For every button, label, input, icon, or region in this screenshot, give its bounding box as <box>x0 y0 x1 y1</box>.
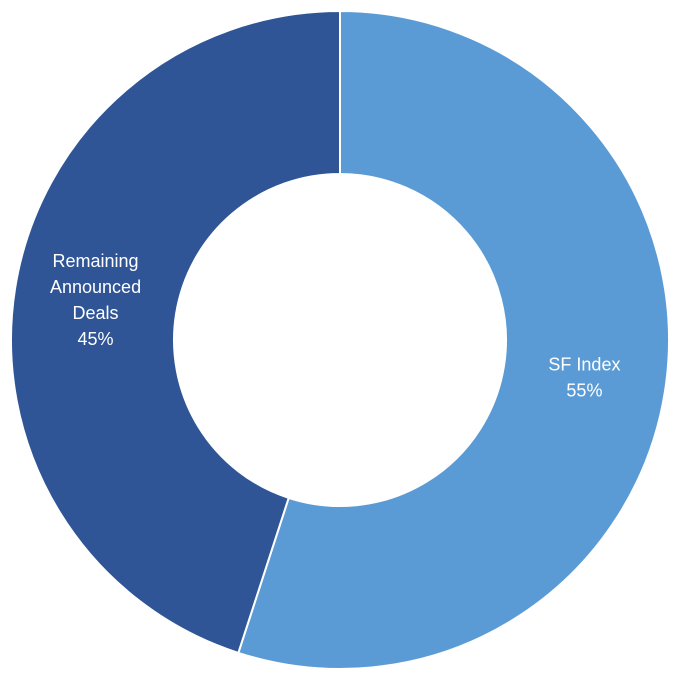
slice-label-0-line-1: 55% <box>566 380 602 400</box>
slice-label-0-line-0: SF Index <box>548 354 620 374</box>
slice-label-1-line-0: Remaining <box>53 251 139 271</box>
labels-group: SF Index 55% Remaining Announced Deals 45% <box>50 251 620 400</box>
slice-label-1-line-2: Deals <box>73 303 119 323</box>
slice-remaining-announced-deals <box>10 9 341 655</box>
slice-label-1-line-3: 45% <box>78 329 114 349</box>
slice-label-1-line-1: Announced <box>50 277 141 297</box>
slices-group <box>10 9 670 670</box>
slice-sf-index <box>237 9 670 670</box>
